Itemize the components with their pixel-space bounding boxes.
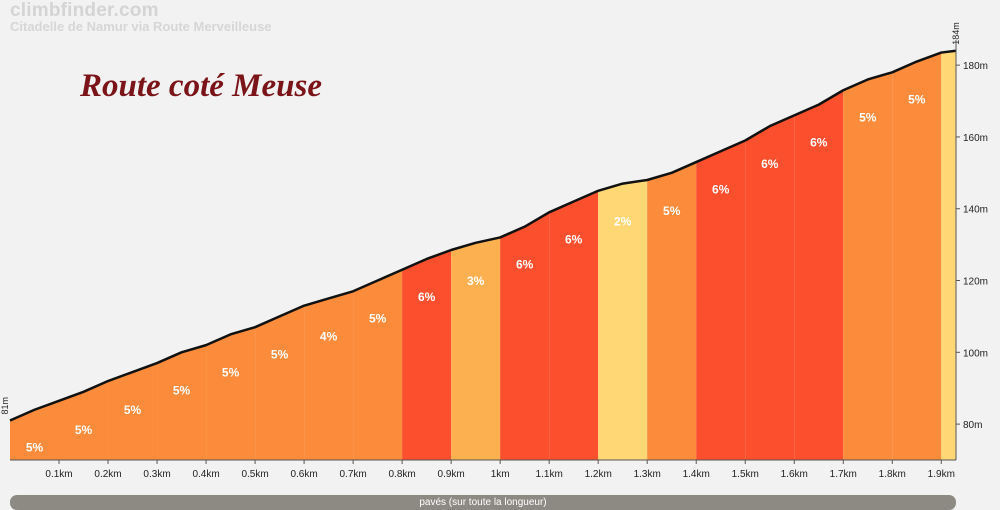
grade-label: 5% xyxy=(663,204,681,218)
overlay-title: Route coté Meuse xyxy=(80,68,322,104)
grade-label: 6% xyxy=(565,233,583,247)
surface-label: pavés (sur toute la longueur) xyxy=(419,497,547,508)
profile-line xyxy=(9,49,957,422)
grade-label: 5% xyxy=(222,365,240,379)
y-tick-label: 160m xyxy=(963,133,988,144)
x-axis-ticks: 0.1km 0.2km 0.3km 0.4km 0.5km 0.6km 0.7km 0.8km… xyxy=(45,460,955,480)
grade-segment xyxy=(598,180,648,460)
grade-label: 5% xyxy=(26,441,44,455)
x-tick-label: 0.5km xyxy=(241,469,268,480)
grade-segment xyxy=(255,305,305,460)
y-tick-label: 100m xyxy=(963,348,988,359)
x-tick-label: 1km xyxy=(491,469,510,480)
x-tick-label: 1.6km xyxy=(781,469,808,480)
grade-label: 6% xyxy=(761,157,779,171)
grade-label: 5% xyxy=(124,403,142,417)
grade-segment xyxy=(843,72,893,461)
grade-segment xyxy=(892,52,942,461)
grade-label: 6% xyxy=(712,182,730,196)
grade-label: 5% xyxy=(271,347,289,361)
grade-label: 6% xyxy=(418,290,436,304)
grade-segment xyxy=(500,212,550,460)
grade-segment xyxy=(108,363,158,460)
x-tick-label: 0.1km xyxy=(45,469,72,480)
x-tick-label: 0.8km xyxy=(389,469,416,480)
x-tick-label: 1.3km xyxy=(634,469,661,480)
y-tick-label: 180m xyxy=(963,61,988,72)
grade-segment xyxy=(794,90,844,460)
grade-label: 5% xyxy=(859,110,877,124)
x-tick-label: 0.9km xyxy=(438,469,465,480)
x-tick-label: 1.8km xyxy=(879,469,906,480)
x-tick-label: 1.1km xyxy=(536,469,563,480)
grade-segment xyxy=(451,237,501,460)
grade-label: 6% xyxy=(810,136,828,150)
brand-logo-text: climbfinder.com xyxy=(10,0,159,21)
surface-bar: pavés (sur toute la longueur) xyxy=(10,495,956,510)
x-tick-label: 0.2km xyxy=(94,469,121,480)
grade-label: 5% xyxy=(75,423,93,437)
grade-segment xyxy=(745,115,795,460)
grade-label: 4% xyxy=(320,329,338,343)
grade-label: 6% xyxy=(516,258,534,272)
grade-segment xyxy=(304,291,354,460)
y-tick-label: 140m xyxy=(963,205,988,216)
grade-segment xyxy=(696,140,746,460)
grade-segment xyxy=(647,162,697,461)
x-tick-label: 0.4km xyxy=(192,469,219,480)
y-tick-label: 80m xyxy=(963,420,982,431)
grade-label: 3% xyxy=(467,274,485,288)
grade-label: 2% xyxy=(614,215,632,229)
x-tick-label: 0.7km xyxy=(339,469,366,480)
x-tick-label: 1.5km xyxy=(732,469,759,480)
grade-segment xyxy=(353,269,403,460)
grade-label: 5% xyxy=(369,312,387,326)
y-tick-label: 120m xyxy=(963,277,988,288)
x-tick-label: 1.9km xyxy=(928,469,955,480)
grade-segment xyxy=(941,50,956,461)
grade-segment xyxy=(59,381,109,460)
grade-segment xyxy=(157,345,207,460)
route-subtitle: Citadelle de Namur via Route Merveilleus… xyxy=(10,19,272,34)
grade-labels: 5% 5% 5% 5% 5% 5% 4% 5% 6% 3% 6% 6% 2% 5% 6% 6% 6% 5% 5% xyxy=(26,93,926,455)
end-elevation-label: 184m xyxy=(951,22,961,45)
x-tick-label: 1.4km xyxy=(683,469,710,480)
start-elevation-label: 81m xyxy=(0,397,10,415)
grade-label: 5% xyxy=(173,383,191,397)
x-tick-label: 1.2km xyxy=(585,469,612,480)
x-tick-label: 1.7km xyxy=(830,469,857,480)
grade-segment xyxy=(549,190,599,460)
grade-segment xyxy=(402,250,452,460)
grade-segment xyxy=(206,327,256,460)
x-tick-label: 0.3km xyxy=(143,469,170,480)
y-axis-ticks: 80m 100m 120m 140m 160m 180m xyxy=(956,61,988,431)
x-tick-label: 0.6km xyxy=(290,469,317,480)
grade-label: 5% xyxy=(908,93,926,107)
grade-segments xyxy=(10,50,956,461)
